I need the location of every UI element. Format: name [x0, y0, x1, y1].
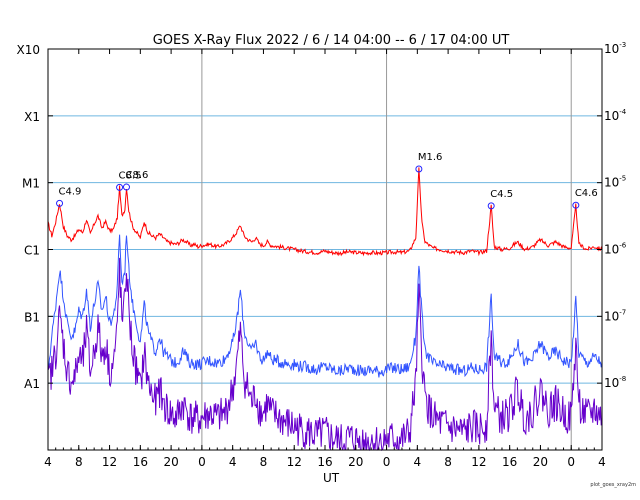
x-tick-label: 16 [502, 455, 517, 469]
x-tick-label: 8 [444, 455, 452, 469]
y-tick-label-left: X1 [24, 110, 40, 124]
y-tick-label-right: 10-5 [604, 175, 626, 190]
y-tick-label-right-exp: -6 [619, 242, 627, 250]
y-tick-label-right-base: 10 [604, 42, 619, 56]
y-tick-label-right-base: 10 [604, 176, 619, 190]
flare-label: C8.6 [125, 170, 148, 181]
x-tick-label: 12 [287, 455, 302, 469]
y-tick-label-right: 10-3 [604, 41, 626, 56]
flare-marker [415, 165, 423, 173]
x-tick-label: 20 [348, 455, 363, 469]
y-tick-label-right-exp: -5 [619, 175, 626, 183]
y-tick-label-right-base: 10 [604, 376, 619, 390]
flare-label: C4.5 [490, 189, 513, 200]
x-tick-label: 0 [198, 455, 206, 469]
x-tick-label: 12 [102, 455, 117, 469]
series-layer [47, 167, 603, 452]
x-tick-label: 4 [598, 455, 606, 469]
flare-label: C4.9 [59, 186, 82, 197]
x-tick-label: 8 [260, 455, 268, 469]
y-tick-label-left: B1 [24, 310, 40, 324]
x-tick-label: 8 [75, 455, 83, 469]
series-line-3 [47, 257, 603, 452]
x-tick-label: 0 [567, 455, 575, 469]
flare-marker [487, 202, 495, 210]
x-tick-label: 0 [383, 455, 391, 469]
x-axis-label: UT [323, 471, 340, 485]
y-tick-label-right-base: 10 [604, 109, 619, 123]
flare-label: C8.5 [119, 170, 142, 181]
x-tick-label: 4 [414, 455, 422, 469]
y-tick-label-left: C1 [24, 244, 40, 258]
y-tick-label-left: M1 [22, 177, 40, 191]
y-tick-label-right: 10-4 [604, 108, 627, 123]
series-line-1 [47, 167, 603, 257]
y-tick-label-right-exp: -8 [619, 375, 626, 383]
y-tick-label-right: 10-7 [604, 308, 626, 323]
y-tick-label-right-exp: -4 [619, 108, 627, 116]
y-tick-label-right-exp: -3 [619, 41, 626, 49]
x-tick-label: 16 [317, 455, 332, 469]
x-tick-label: 4 [44, 455, 52, 469]
flare-marker [56, 199, 64, 207]
flare-label: C4.6 [575, 188, 598, 199]
x-tick-label: 12 [471, 455, 486, 469]
x-tick-label: 4 [229, 455, 237, 469]
y-tick-label-right: 10-8 [604, 375, 626, 390]
x-tick-label: 20 [163, 455, 178, 469]
flare-marker [116, 183, 124, 191]
series-line-2 [47, 234, 603, 378]
flare-marker [572, 201, 580, 209]
flare-label: M1.6 [418, 152, 443, 163]
x-tick-label: 20 [533, 455, 548, 469]
y-tick-label-right-exp: -7 [619, 308, 626, 316]
footer-note: plot_goes_xray2m [590, 482, 636, 488]
y-tick-label-right: 10-6 [604, 242, 627, 257]
grid [48, 49, 602, 450]
x-tick-label: 16 [133, 455, 148, 469]
y-tick-label-right-base: 10 [604, 309, 619, 323]
y-tick-label-right-base: 10 [604, 243, 619, 257]
flare-events: C4.9 C8.5C8.6 M1.6 C4.5 C4.6 [56, 152, 598, 210]
y-tick-label-left: X10 [17, 43, 41, 57]
flare-marker [122, 183, 130, 191]
y-tick-label-left: A1 [24, 377, 40, 391]
chart-title: GOES X-Ray Flux 2022 / 6 / 14 04:00 -- 6… [153, 33, 510, 48]
